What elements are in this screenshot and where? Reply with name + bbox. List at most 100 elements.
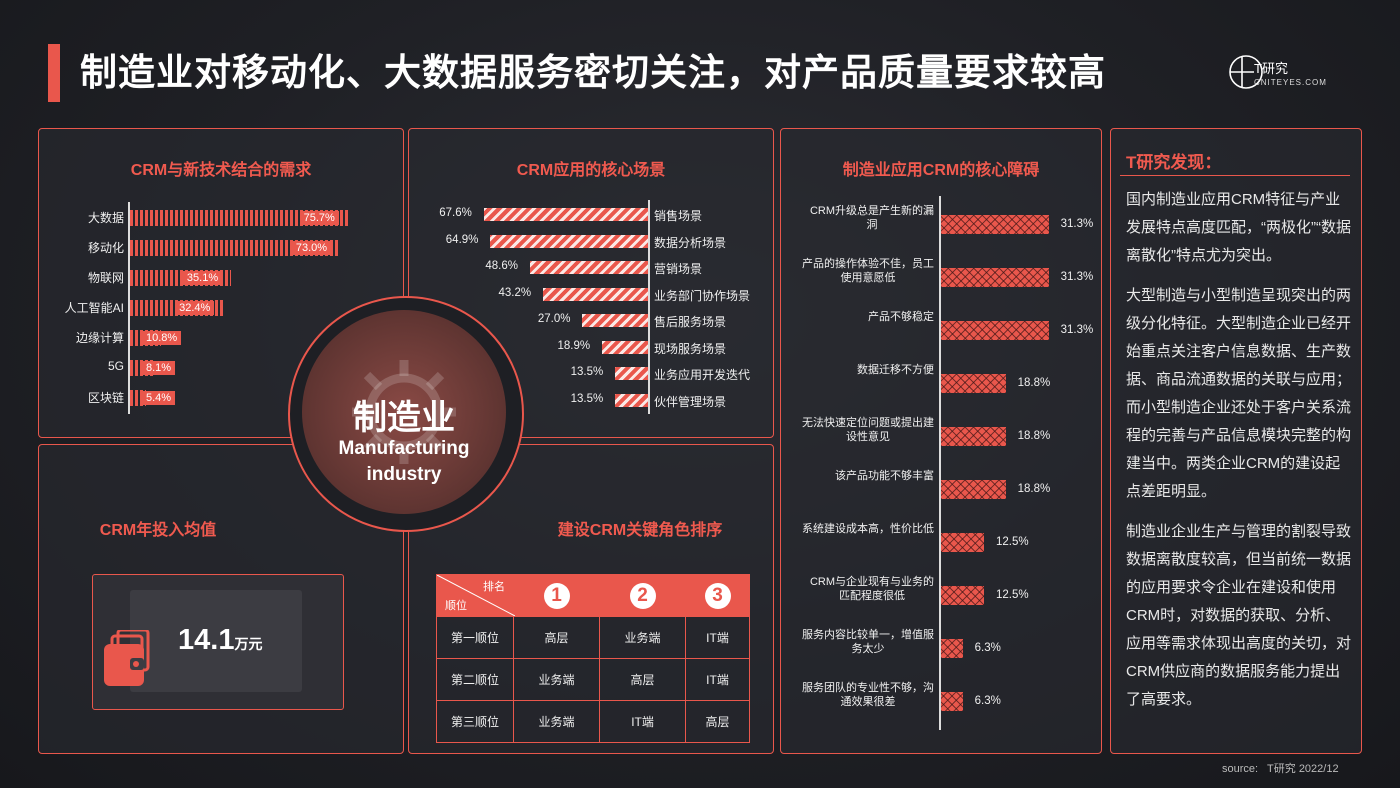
roles-table: 排名 顺位 1 2 3 第一顺位 高层 业务端 IT端 第二顺位 业务端 高层 … <box>436 574 750 743</box>
data-label: 10.8% <box>142 331 182 345</box>
bar <box>582 314 648 327</box>
scenario-title: CRM应用的核心场景 <box>516 162 666 179</box>
center-disc <box>302 310 506 514</box>
table-cell: IT端 <box>599 700 687 743</box>
category-label: 伙伴管理场景 <box>654 394 727 409</box>
logo-name: T研究 <box>1254 61 1288 76</box>
category-label: 人工智能AI <box>64 301 124 315</box>
bar <box>941 427 1006 446</box>
findings-panel <box>1110 128 1362 754</box>
category-label-line: 务太少 <box>851 643 885 655</box>
data-label: 43.2% <box>498 286 532 299</box>
category-label: 销售场景 <box>654 209 703 223</box>
bar <box>941 533 984 552</box>
category-label-line: 系统建设成本高，性价比低 <box>802 523 934 535</box>
wallet-icon <box>104 630 150 686</box>
tech-demand-chart: 大数据 75.7% 移动化 73.0% 物联网 35.1% 人工智能AI 32.4% 边缘计算 1… <box>40 196 400 416</box>
tech-demand-axis <box>128 202 130 414</box>
data-label: 31.3% <box>1060 271 1094 283</box>
data-label: 27.0% <box>537 313 571 325</box>
category-label-line: 该产品功能不够丰富 <box>835 470 934 482</box>
row-name: 第一顺位 <box>436 616 514 659</box>
rank-2-header: 2 <box>599 574 687 617</box>
category-label-line: 匹配程度很低 <box>838 590 905 602</box>
investment-number: 14.1 <box>178 624 235 656</box>
category-label-line: 洞 <box>866 219 878 231</box>
category-label-line: 产品的操作体验不佳，员工 <box>802 258 934 270</box>
data-label: 35.1% <box>182 271 223 285</box>
bar <box>941 692 963 711</box>
roles-title: 建设CRM关键角色排序 <box>557 522 723 539</box>
corner-rank-label: 排名 <box>483 581 505 593</box>
category-label: 服务内容比较单一，增值服 务太少 <box>802 628 934 656</box>
source-note: source: T研究 2022/12 <box>1222 763 1339 775</box>
category-label-line: CRM升级总是产生新的漏 <box>809 205 934 217</box>
investment-value-box <box>130 590 302 692</box>
table-row: 第二顺位 业务端 高层 IT端 <box>436 658 750 701</box>
category-label: 产品的操作体验不佳，员工 使用意愿低 <box>802 257 934 285</box>
center-subtitle-1: Manufacturing <box>338 438 470 459</box>
findings-title: T研究发现： <box>1126 153 1222 172</box>
bar <box>941 639 963 658</box>
bar <box>941 480 1006 499</box>
category-label: 物联网 <box>87 271 124 285</box>
category-label: 边缘计算 <box>75 331 124 345</box>
category-label-line: 服务团队的专业性不够，沟 <box>802 682 934 694</box>
category-label: 服务团队的专业性不够，沟 通效果很差 <box>802 681 934 709</box>
t-research-logo <box>1229 55 1263 89</box>
bar <box>941 215 1049 234</box>
table-row: 第三顺位 业务端 IT端 高层 <box>436 700 750 743</box>
scenario-chart: 67.6% 销售场景 64.9% 数据分析场景 48.6% 营销场景 43.2% 业务部门协作… <box>410 200 770 416</box>
category-label-line: 数据迁移不方便 <box>857 364 934 376</box>
bar <box>130 240 340 256</box>
row-name: 第二顺位 <box>436 658 514 701</box>
category-label: 移动化 <box>87 241 124 255</box>
table-cell: 高层 <box>512 616 601 659</box>
data-label: 31.3% <box>1060 324 1094 336</box>
data-label: 6.3% <box>974 695 1001 707</box>
barriers-chart: CRM升级总是产生新的漏洞 31.3% 产品的操作体验不佳，员工 使用意愿低 31.3%… <box>782 196 1098 736</box>
category-label: 业务应用开发迭代 <box>654 368 751 382</box>
bar <box>941 586 984 605</box>
title-accent-bar <box>48 44 60 102</box>
bar <box>615 367 648 380</box>
category-label: 5G <box>107 359 124 373</box>
bar <box>483 208 648 221</box>
category-label: 数据分析场景 <box>654 235 727 250</box>
data-label: 31.3% <box>1060 218 1094 230</box>
bar <box>941 321 1049 340</box>
corner-order-label: 顺位 <box>445 600 467 612</box>
row-name: 第三顺位 <box>436 700 514 743</box>
data-label: 8.1% <box>142 361 176 375</box>
data-label: 18.8% <box>1017 377 1051 389</box>
rank-3-header: 3 <box>685 574 750 617</box>
bar <box>130 390 146 406</box>
category-label: 现场服务场景 <box>654 341 727 356</box>
page-title: 制造业对移动化、大数据服务密切关注，对产品质量要求较高 <box>80 52 1106 93</box>
investment-unit: 万元 <box>234 636 263 652</box>
data-label: 64.9% <box>445 233 479 246</box>
table-cell: IT端 <box>685 658 750 701</box>
tech-demand-title: CRM与新技术结合的需求 <box>130 162 312 179</box>
category-label: 大数据 <box>87 211 124 225</box>
data-label: 18.8% <box>1017 483 1051 495</box>
diagonal-line <box>437 575 515 616</box>
gear-icon <box>352 360 456 464</box>
table-cell: 高层 <box>599 658 687 701</box>
category-label: 数据迁移不方便 <box>857 363 934 377</box>
data-label: 48.6% <box>485 260 518 272</box>
category-label: 营销场景 <box>654 262 703 276</box>
table-cell: IT端 <box>685 616 750 659</box>
bar <box>490 234 648 248</box>
table-cell: 业务端 <box>512 658 601 701</box>
findings-body: 国内制造业应用CRM特征与产业发展特点高度匹配，“两极化”“数据离散化”特点尤为… <box>1126 186 1352 726</box>
category-label-line: 通效果很差 <box>840 696 896 708</box>
roles-corner-cell: 排名 顺位 <box>436 574 515 617</box>
category-label-line: 产品不够稳定 <box>868 311 934 323</box>
table-row: 第一顺位 高层 业务端 IT端 <box>436 616 750 659</box>
category-label: 业务部门协作场景 <box>654 288 751 303</box>
bar <box>543 287 648 301</box>
data-label: 13.5% <box>570 366 604 378</box>
category-label: 售后服务场景 <box>654 315 727 329</box>
investment-value: 14.1万元 <box>178 624 262 657</box>
